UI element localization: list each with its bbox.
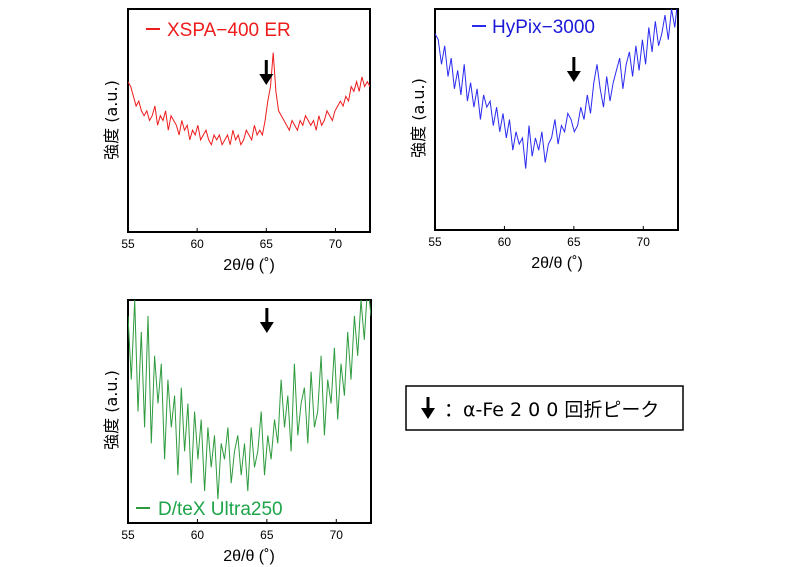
y-axis-label: 強度 (a.u.) <box>102 80 121 160</box>
series-line-0 <box>435 9 678 169</box>
x-tick-label: 65 <box>260 237 274 251</box>
x-axis-label: 2θ/θ (˚) <box>223 257 275 274</box>
annotation-frame <box>405 385 684 431</box>
series-line-0 <box>128 52 370 147</box>
annotation-text: ：α-Fe 2 0 0 回折ピーク <box>444 399 659 421</box>
x-tick-label: 65 <box>567 235 581 249</box>
x-tick-label: 55 <box>121 528 135 542</box>
legend-label: HyPix−3000 <box>492 17 595 38</box>
x-axis-label: 2θ/θ (˚) <box>531 255 583 272</box>
peak-arrow-icon <box>259 308 274 333</box>
legend-label: D/teX Ultra250 <box>158 499 283 520</box>
legend-label: XSPA−400 ER <box>167 20 291 41</box>
series-line-0 <box>128 300 371 500</box>
x-tick-label: 60 <box>190 237 204 251</box>
peak-annotation-box: ：α-Fe 2 0 0 回折ピーク <box>405 385 684 431</box>
x-axis-ticks: 55 60 65 70 <box>121 228 342 251</box>
x-tick-label: 70 <box>330 528 344 542</box>
chart-panel-hypix: 55 60 65 70 2θ/θ (˚) 強度 (a.u.) HyPix−3000 <box>409 8 679 272</box>
x-tick-label: 70 <box>329 237 343 251</box>
x-tick-label: 60 <box>191 528 205 542</box>
x-axis-label: 2θ/θ (˚) <box>223 548 275 565</box>
x-tick-label: 55 <box>121 237 135 251</box>
plot-frame <box>127 8 371 233</box>
peak-arrow-icon <box>259 60 274 85</box>
plot-frame <box>434 8 679 231</box>
peak-arrow-icon <box>566 57 581 82</box>
x-tick-label: 65 <box>260 528 274 542</box>
x-tick-label: 70 <box>637 235 651 249</box>
plot-frame <box>127 299 372 524</box>
chart-panel-xspa: 55 60 65 70 2θ/θ (˚) 強度 (a.u.) XSPA−400 ER <box>102 8 371 274</box>
x-tick-label: 60 <box>498 235 512 249</box>
x-axis-ticks: 55 60 65 70 <box>428 226 650 249</box>
y-axis-label: 強度 (a.u.) <box>102 370 121 450</box>
chart-panel-dtex: 55 60 65 70 2θ/θ (˚) 強度 (a.u.) D/teX Ultra2… <box>102 299 372 565</box>
down-arrow-icon <box>421 397 435 419</box>
x-tick-label: 55 <box>428 235 442 249</box>
y-axis-label: 強度 (a.u.) <box>409 78 428 158</box>
x-axis-ticks: 55 60 65 70 <box>121 519 343 542</box>
